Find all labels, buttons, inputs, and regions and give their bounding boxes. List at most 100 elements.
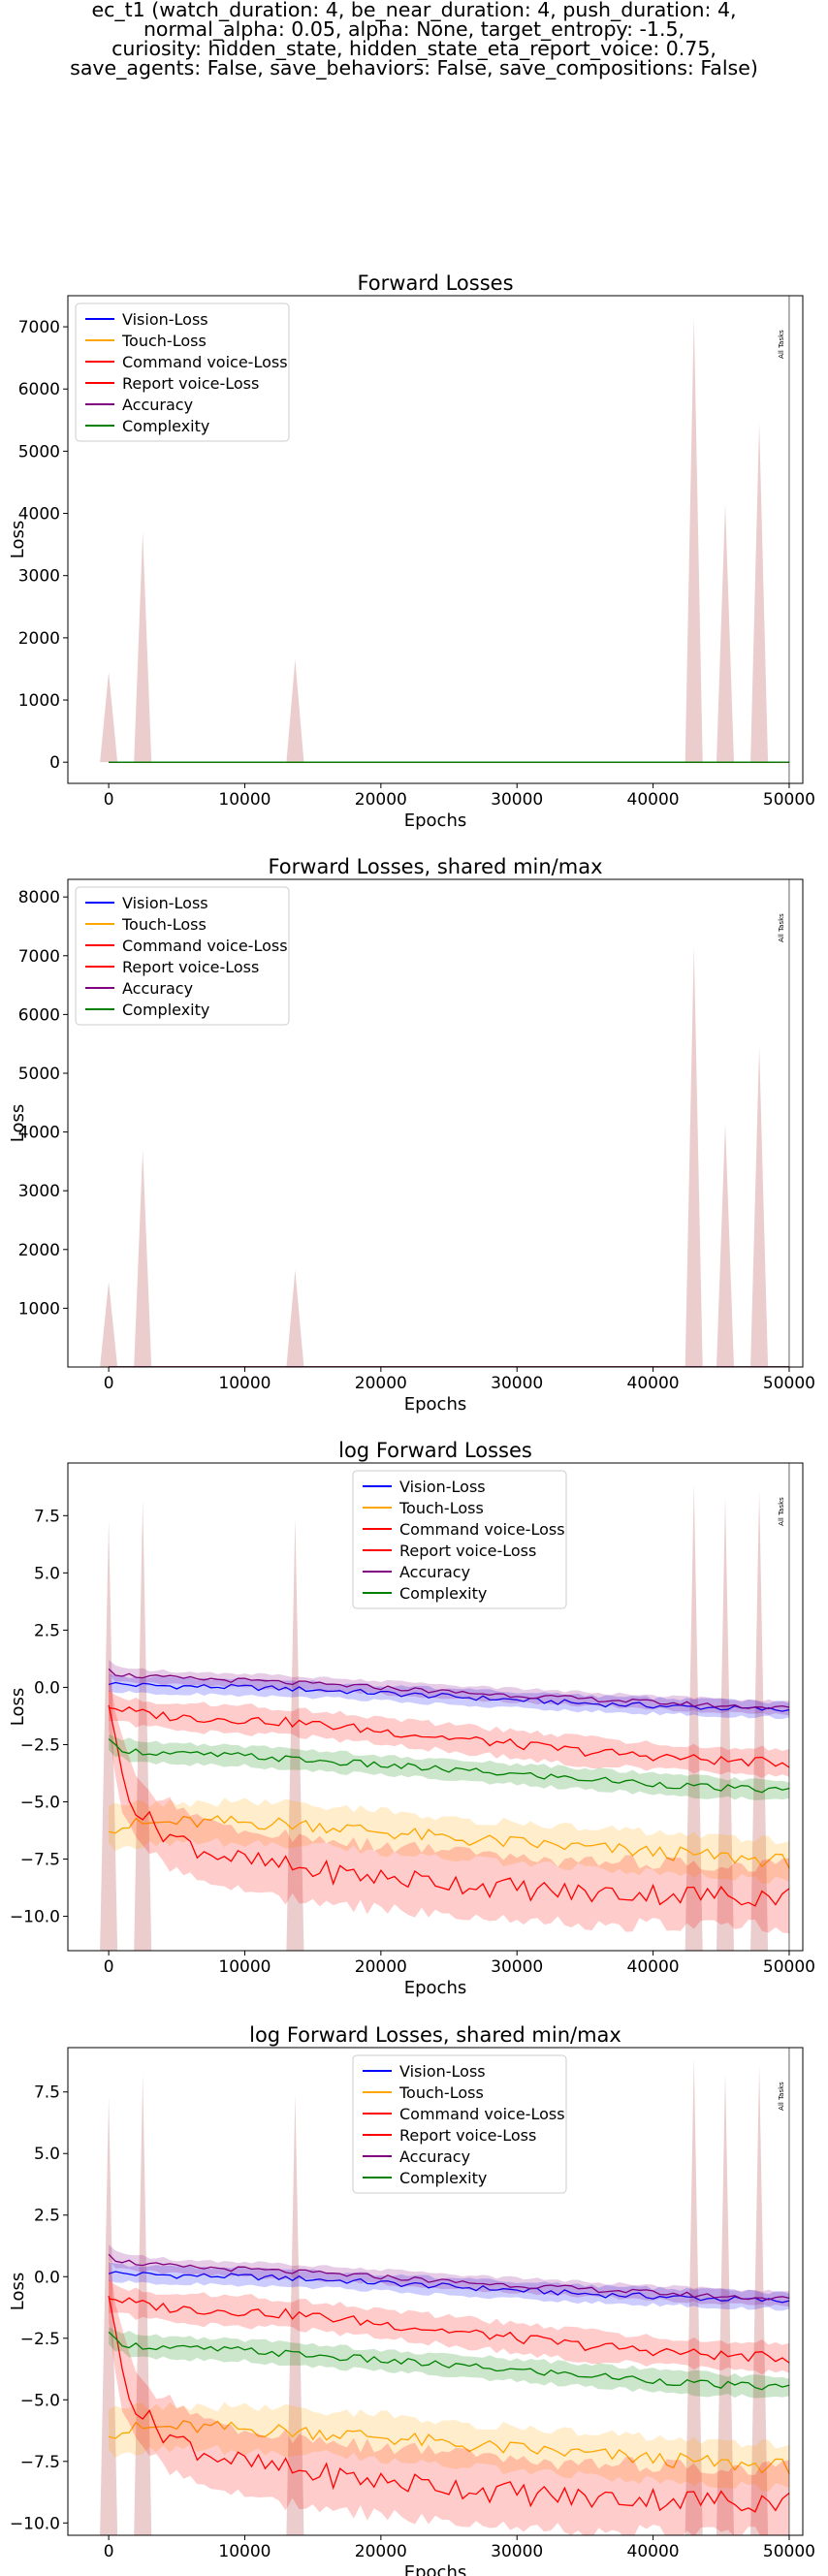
legend-item: Touch-Loss [398,1499,484,1517]
axes-frame [67,1462,804,1952]
y-tick-label: 5000 [18,1065,60,1084]
series-line-1 [108,1681,790,1712]
legend-item: Complexity [122,1001,209,1019]
spike-area [750,1490,769,1951]
chart-panel-4: All Tasks 0 10000 20000 30000 40000 50000 −10.0… [8,2023,815,2576]
legend: Vision-Loss Touch-Loss Command voice-Loss R… [75,302,290,442]
y-tick-label: −10.0 [10,1908,60,1927]
plot-area [100,2057,790,2535]
x-tick-label: 40000 [627,1374,680,1393]
x-tick-label: 40000 [627,1957,680,1977]
y-tick-label: 2.5 [34,1621,60,1640]
y-tick-label: 2000 [18,629,60,649]
x-tick-label: 30000 [491,1957,543,1977]
x-tick-label: 30000 [491,790,543,810]
series-line-4 [108,1704,790,1907]
series-band-2 [109,1797,789,1885]
suptitle-line: ec_t1 (watch_duration: 4, be_near_durati… [91,0,737,21]
y-tick-label: 7000 [18,947,60,967]
suptitle-line: curiosity: hidden_state, hidden_state_et… [111,37,717,60]
spike-area [100,1282,118,1367]
y-tick-label: −7.5 [20,2453,60,2472]
x-tick-label: 20000 [355,1957,407,1977]
spike-area [716,1497,734,1951]
y-axis-label: Loss [8,1688,28,1726]
y-tick-label: −7.5 [20,1851,60,1870]
legend-item: Complexity [122,417,209,435]
spike-area [134,531,152,763]
axes-frame [67,2047,804,2536]
spike-area [750,1046,769,1367]
legend-item: Accuracy [122,396,193,414]
all-tasks-label: All Tasks [778,1497,785,1526]
series-line-5 [108,1668,790,1710]
y-tick-label: 7000 [18,318,60,337]
series-line-2 [108,1815,790,1869]
y-tick-label: 3000 [18,567,60,587]
legend: Vision-Loss Touch-Loss Command voice-Loss R… [352,1470,567,1609]
x-tick-label: 50000 [763,1374,815,1393]
spike-area [286,1270,304,1367]
legend-item: Command voice-Loss [122,353,288,371]
y-tick-label: 8000 [18,888,60,907]
x-tick-label: 20000 [355,1374,407,1393]
series-band-4 [109,2255,789,2535]
legend-box [352,2054,567,2194]
series-band-3 [109,1690,789,1779]
legend-item: Report voice-Loss [399,1542,536,1560]
x-tick-label: 20000 [355,790,407,810]
series-line-5 [108,2253,790,2301]
all-tasks-label: All Tasks [778,2082,785,2111]
plot-area [100,1483,790,1951]
y-tick-label: 0.0 [34,2268,60,2287]
y-axis-label: Loss [8,2273,28,2310]
y-tick-label: 4000 [18,1124,60,1143]
spike-area [134,2074,152,2535]
series-band-1 [109,2262,789,2311]
legend-item: Command voice-Loss [399,1520,565,1539]
spike-area [286,2094,304,2535]
x-tick-label: 10000 [218,1957,271,1977]
spike-area [685,317,703,763]
legend-item: Touch-Loss [121,915,207,934]
chart-title: Forward Losses, shared min/max [268,855,602,878]
legend-item: Accuracy [399,1563,470,1581]
legend: Vision-Loss Touch-Loss Command voice-Loss R… [352,2054,567,2194]
chart-panel-3: All Tasks 0 10000 20000 30000 40000 50000 −10.0… [8,1439,815,1998]
legend-item: Complexity [399,2169,487,2187]
series-line-3 [109,1706,790,1768]
spike-area [286,1517,304,1951]
spike-area [134,1149,152,1367]
x-tick-label: 0 [104,1957,114,1977]
y-tick-label: 6000 [18,380,60,399]
axes-frame [67,878,804,1368]
axes-frame [67,295,804,784]
x-tick-label: 50000 [763,790,815,810]
y-tick-label: 1000 [18,1299,60,1319]
y-tick-label: 6000 [18,1005,60,1025]
y-tick-label: 5.0 [34,1564,60,1583]
x-axis-label: Epochs [404,811,467,831]
figure-suptitle: ec_t1 (watch_duration: 4, be_near_durati… [0,0,828,78]
spike-area [750,423,769,763]
x-axis-label: Epochs [404,1394,467,1415]
series-band-6 [109,1733,789,1800]
y-tick-label: 4000 [18,505,60,525]
y-tick-label: 2.5 [34,2207,60,2226]
legend-item: Complexity [399,1584,487,1603]
x-tick-label: 50000 [763,2542,815,2561]
spike-area [685,1483,703,1951]
chart-title: log Forward Losses [338,1439,532,1462]
y-tick-label: 3000 [18,1182,60,1201]
y-tick-label: 7.5 [34,1507,60,1526]
y-tick-label: −2.5 [20,2330,60,2349]
x-tick-label: 10000 [218,1374,271,1393]
legend-box [75,886,290,1026]
legend-item: Report voice-Loss [122,958,259,976]
legend-item: Vision-Loss [122,310,208,329]
spike-area [134,1499,152,1951]
all-tasks-label: All Tasks [778,913,785,942]
plot-area [100,317,789,763]
y-tick-label: 0 [49,753,60,773]
spike-area [100,1520,118,1951]
